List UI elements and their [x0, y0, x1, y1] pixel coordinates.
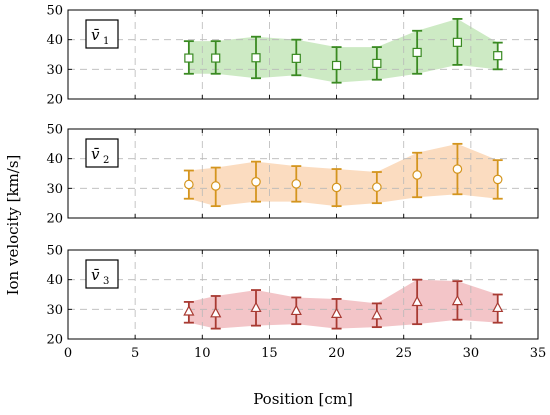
data-point: [291, 53, 301, 63]
y-tick-label: 50: [46, 123, 63, 138]
y-tick-label: 50: [46, 244, 63, 259]
data-point: [210, 306, 222, 318]
data-point: [331, 60, 342, 71]
y-tick-label: 40: [46, 152, 63, 167]
x-tick-label: 20: [328, 346, 345, 361]
panel-label-box: [85, 19, 119, 49]
uncertainty-band: [188, 143, 498, 207]
data-point: [492, 301, 504, 313]
data-point: [210, 181, 221, 191]
data-point: [372, 182, 382, 192]
x-tick-label: 35: [530, 346, 547, 361]
y-tick-label: 20: [46, 212, 63, 227]
y-tick-label: 30: [46, 182, 63, 197]
x-axis-label: Position [cm]: [253, 390, 353, 408]
x-tick-labels: 0 5 10 15 20 25 30 35: [64, 346, 546, 361]
data-point: [251, 177, 261, 187]
data-point: [290, 304, 302, 316]
data-point: [412, 47, 422, 58]
y-tick-label: 40: [46, 33, 63, 48]
data-point: [184, 53, 194, 63]
x-tick-label: 5: [131, 346, 139, 361]
panel-label-subscript: 2: [103, 155, 109, 166]
plot-frame: [67, 249, 539, 340]
y-tick-label: 20: [46, 93, 63, 108]
panel-label-subscript: 3: [103, 276, 109, 287]
panel-label-box: [85, 259, 119, 289]
panel-label: v̄: [91, 26, 100, 44]
x-tick-label: 25: [395, 346, 412, 361]
plot-frame: [67, 128, 539, 219]
data-point: [372, 58, 382, 69]
panel-label: v̄: [91, 266, 100, 284]
data-point: [412, 170, 422, 180]
x-tick-label: 30: [463, 346, 480, 361]
x-tick-label: 0: [64, 346, 72, 361]
x-tick-label: 10: [194, 346, 211, 361]
uncertainty-band: [188, 18, 498, 83]
data-point: [330, 307, 343, 318]
panel-1: 20 30 40 50 v̄ 1: [46, 4, 539, 108]
data-point: [331, 182, 342, 193]
data-point: [411, 295, 423, 307]
data-point: [452, 37, 463, 47]
data-point: [184, 179, 194, 190]
plot-frame: [67, 9, 539, 100]
y-axis-label: Ion velocity [km/s]: [4, 155, 22, 296]
data-point: [183, 305, 195, 316]
uncertainty-band: [188, 279, 498, 329]
panel-label: v̄: [91, 145, 100, 163]
y-tick-label: 50: [46, 4, 63, 19]
panel-3: 20 30 40 50 v̄ 3: [46, 244, 539, 348]
y-tick-label: 30: [46, 63, 63, 78]
data-point: [371, 308, 383, 320]
panel-label-box: [85, 138, 119, 168]
data-point: [211, 53, 221, 63]
x-tick-label: 15: [261, 346, 278, 361]
data-point: [452, 164, 463, 174]
data-point: [250, 301, 262, 313]
y-tick-label: 30: [46, 303, 63, 318]
data-point: [451, 294, 464, 306]
data-point: [493, 51, 503, 61]
y-tick-label: 20: [46, 333, 63, 348]
data-point: [251, 53, 261, 63]
data-point: [291, 179, 302, 189]
data-point: [492, 174, 503, 185]
y-tick-label: 40: [46, 273, 63, 288]
panel-2: 20 30 40 50 v̄ 2: [46, 123, 539, 227]
panel-label-subscript: 1: [103, 36, 109, 47]
